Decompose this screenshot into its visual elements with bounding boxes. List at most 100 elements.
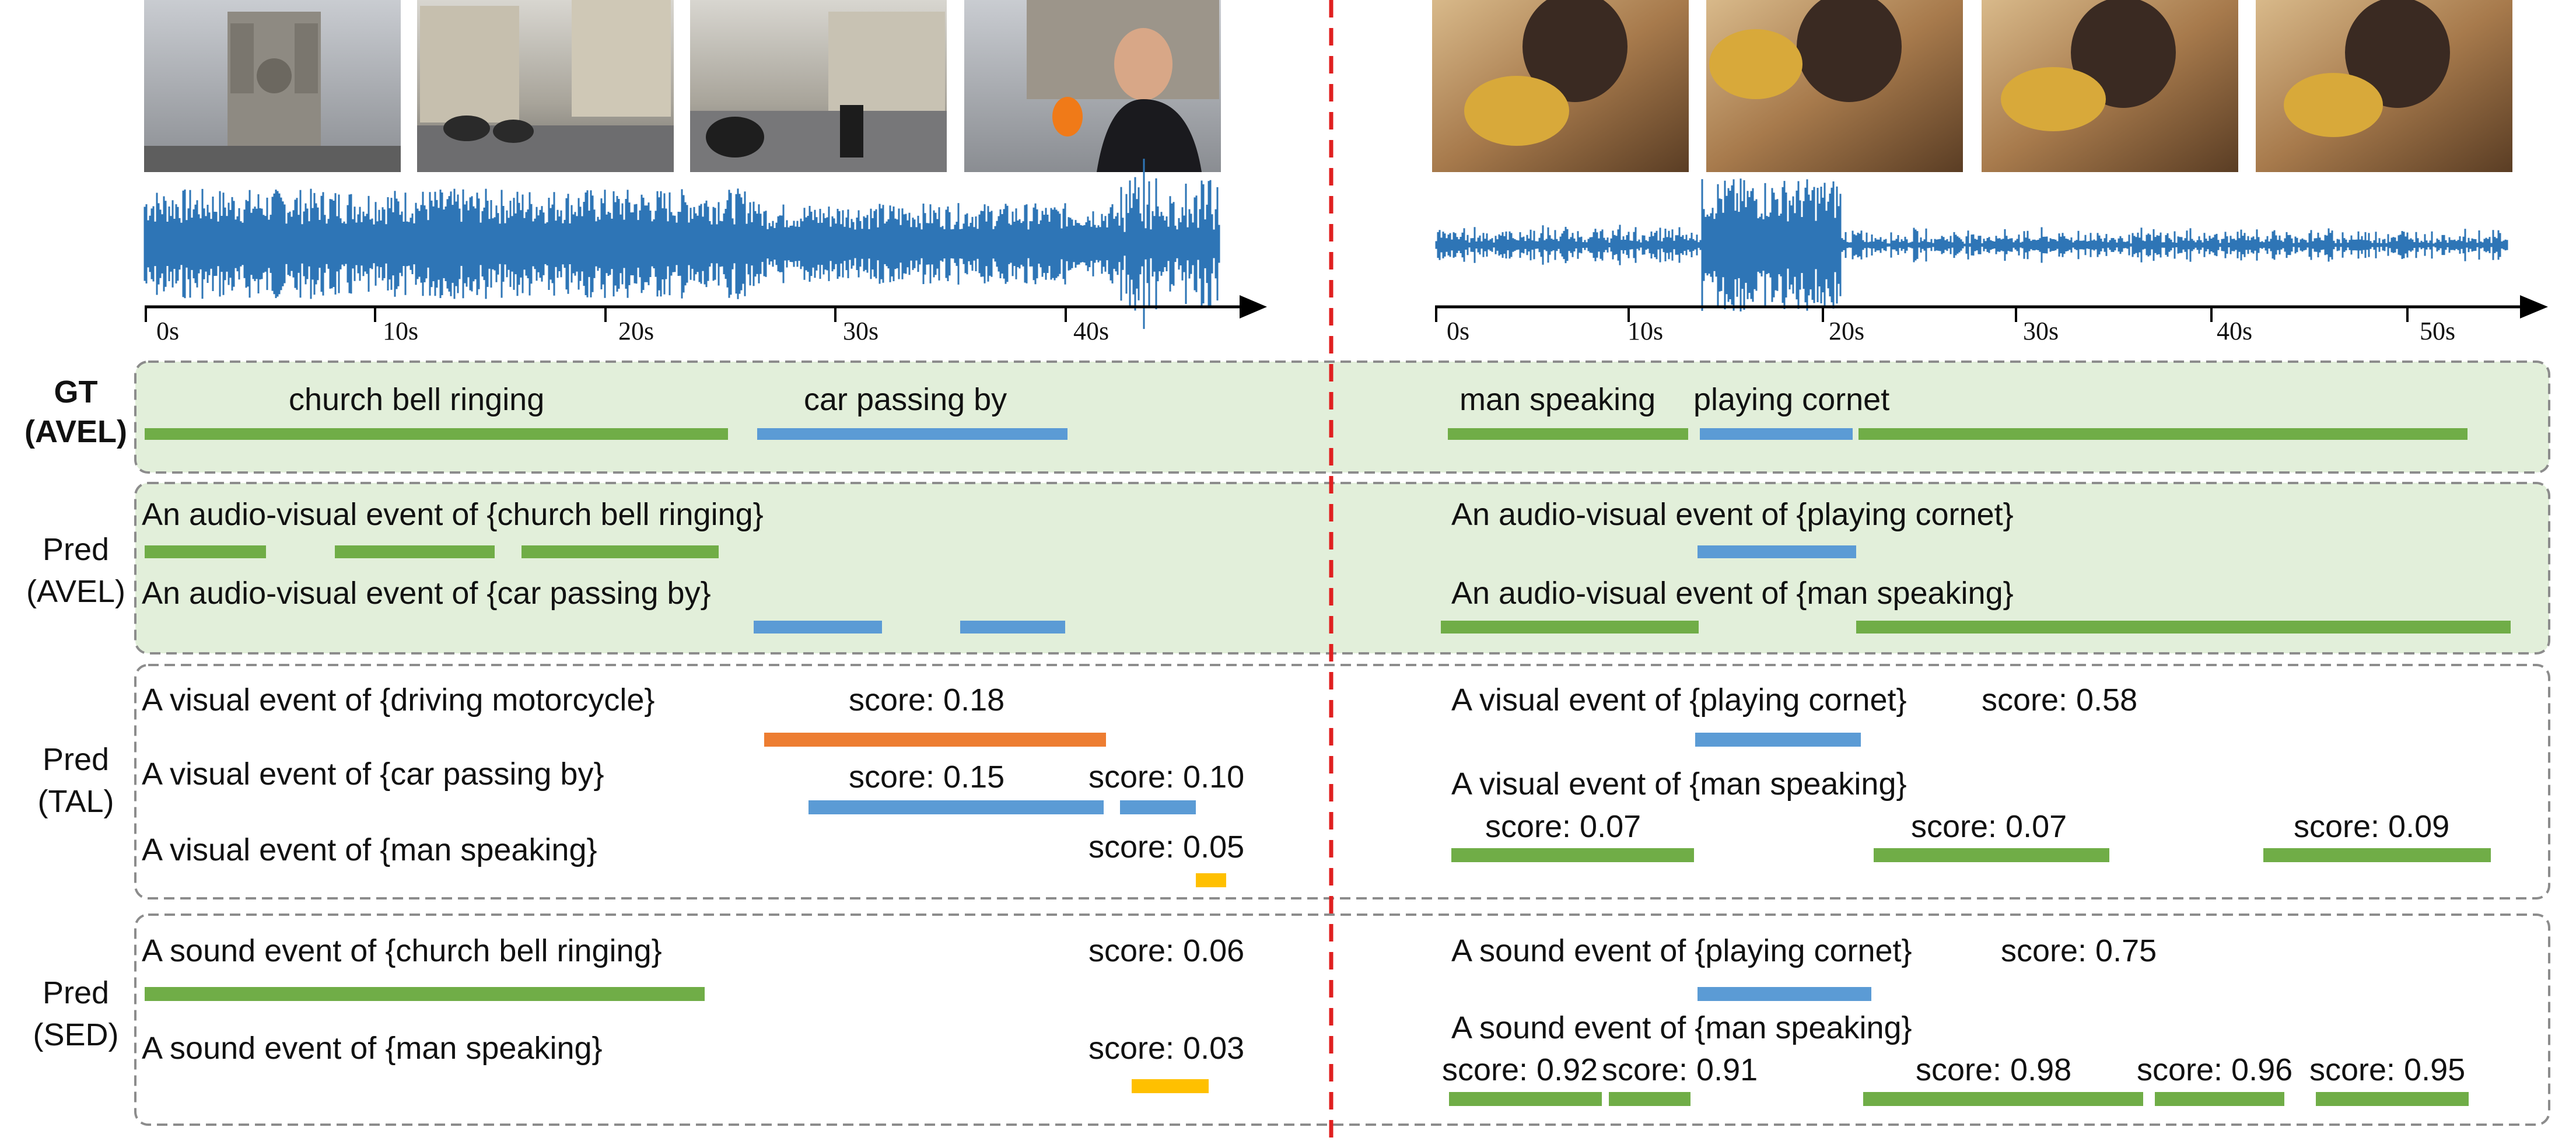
row-label-pred-avel: Pred <box>43 532 109 567</box>
pred-avel-panel <box>134 482 2550 654</box>
segment-bar <box>1698 987 1871 1001</box>
score-label: score: 0.58 <box>1982 682 2137 718</box>
thumbnail-cathedral <box>144 0 401 172</box>
row-label-pred-avel-sub: (AVEL) <box>26 574 125 609</box>
segment-bar <box>145 428 728 440</box>
segment-bar <box>2155 1092 2284 1106</box>
tick-label: 10s <box>1628 317 1663 345</box>
score-label: score: 0.07 <box>1485 809 1641 844</box>
segment-bar <box>1695 733 1861 747</box>
segment-bar <box>2316 1092 2469 1106</box>
tick-label: 20s <box>1829 317 1864 345</box>
tick-label: 30s <box>843 317 878 345</box>
thumbnail-street-motorcycles <box>417 0 674 172</box>
segment-bar <box>1609 1092 1690 1106</box>
thumbnail-trumpet-3 <box>1982 0 2238 172</box>
segment-bar <box>757 428 1068 440</box>
score-label: score: 0.98 <box>1916 1052 2071 1087</box>
score-label: score: 0.18 <box>849 682 1005 718</box>
event-label: A sound event of {man speaking} <box>142 1031 603 1066</box>
row-label-pred-tal: Pred <box>43 742 109 777</box>
event-label: car passing by <box>804 382 1007 417</box>
score-label: score: 0.96 <box>2137 1052 2292 1087</box>
thumbnail-trumpet-1 <box>1432 0 1689 172</box>
tick-label: 40s <box>2217 317 2252 345</box>
event-label: An audio-visual event of {man speaking} <box>1451 576 2014 611</box>
right-time-axis: 0s 10s 20s 30s 40s 50s <box>1435 295 2548 345</box>
thumbnail-priest-interview <box>964 0 1221 172</box>
score-label: score: 0.07 <box>1911 809 2067 844</box>
segment-bar <box>754 621 882 634</box>
left-video-thumbnails <box>144 0 1221 172</box>
row-label-gt-sub: (AVEL) <box>24 414 127 449</box>
pred-sed-panel <box>134 914 2550 1126</box>
segment-bar <box>960 621 1065 634</box>
segment-bar <box>1700 428 1853 440</box>
left-audio-waveform <box>144 159 1220 329</box>
event-label: A sound event of {church bell ringing} <box>142 933 662 968</box>
event-label: An audio-visual event of {playing cornet… <box>1451 497 2014 532</box>
tick-label: 50s <box>2420 317 2455 345</box>
right-audio-waveform <box>1435 178 2508 312</box>
event-label: A visual event of {car passing by} <box>142 757 604 792</box>
tick-label: 40s <box>1073 317 1109 345</box>
event-label: A sound event of {playing cornet} <box>1451 933 1912 968</box>
segment-bar <box>808 800 1104 814</box>
row-labels: GT (AVEL) Pred (AVEL) Pred (TAL) Pred (S… <box>24 374 127 1052</box>
row-label-pred-tal-sub: (TAL) <box>38 784 114 819</box>
score-label: score: 0.05 <box>1088 830 1244 864</box>
pred-tal-panel <box>134 664 2550 900</box>
event-label: playing cornet <box>1693 382 1889 417</box>
row-label-pred-sed: Pred <box>43 975 109 1010</box>
segment-bar <box>1859 428 2468 440</box>
score-label: score: 0.91 <box>1602 1052 1758 1087</box>
thumbnail-trumpet-2 <box>1706 0 1963 172</box>
event-label: An audio-visual event of {church bell ri… <box>142 497 764 532</box>
thumbnail-trumpet-4 <box>2256 0 2512 172</box>
score-label: score: 0.15 <box>849 760 1005 794</box>
segment-bar <box>1448 428 1688 440</box>
segment-bar <box>1441 621 1699 634</box>
score-label: score: 0.92 <box>1442 1052 1598 1087</box>
segment-bar <box>1863 1092 2143 1106</box>
score-label: score: 0.75 <box>2001 933 2157 968</box>
segment-bar <box>145 545 266 558</box>
segment-bar <box>2263 848 2491 862</box>
score-label: score: 0.10 <box>1088 760 1244 794</box>
gt-avel-content: church bell ringing car passing by man s… <box>145 382 2468 440</box>
pred-sed-content: A sound event of {church bell ringing} s… <box>142 933 2469 1106</box>
event-label: man speaking <box>1460 382 1656 417</box>
segment-bar <box>1698 545 1856 558</box>
event-label: A visual event of {man speaking} <box>142 832 597 867</box>
tick-label: 20s <box>618 317 654 345</box>
segment-bar <box>145 987 705 1001</box>
segment-bar <box>1874 848 2109 862</box>
left-time-axis: 0s 10s 20s 30s 40s <box>145 295 1267 345</box>
segment-bar <box>1120 800 1196 814</box>
score-label: score: 0.06 <box>1088 933 1244 968</box>
tick-label: 0s <box>1447 317 1469 345</box>
tick-label: 30s <box>2023 317 2059 345</box>
segment-bar <box>522 545 719 558</box>
pred-tal-content: A visual event of {driving motorcycle} s… <box>142 682 2491 887</box>
segment-bar <box>1132 1079 1209 1093</box>
event-label: church bell ringing <box>289 382 544 417</box>
event-label: A sound event of {man speaking} <box>1451 1010 1912 1045</box>
thumbnail-motorcycle-rain <box>690 0 947 172</box>
segment-bar <box>335 545 495 558</box>
score-label: score: 0.09 <box>2294 809 2449 844</box>
right-video-thumbnails <box>1432 0 2512 172</box>
segment-bar <box>764 733 1106 747</box>
segment-bar <box>1451 848 1694 862</box>
score-label: score: 0.95 <box>2309 1052 2465 1087</box>
event-label: A visual event of {playing cornet} <box>1451 682 1907 718</box>
row-label-pred-sed-sub: (SED) <box>33 1017 119 1052</box>
row-label-gt: GT <box>54 374 98 410</box>
score-label: score: 0.03 <box>1088 1031 1244 1066</box>
event-label: A visual event of {driving motorcycle} <box>142 682 654 718</box>
event-label: A visual event of {man speaking} <box>1451 766 1907 802</box>
pred-avel-content: An audio-visual event of {church bell ri… <box>142 497 2511 634</box>
tick-label: 10s <box>383 317 418 345</box>
tick-label: 0s <box>156 317 179 345</box>
